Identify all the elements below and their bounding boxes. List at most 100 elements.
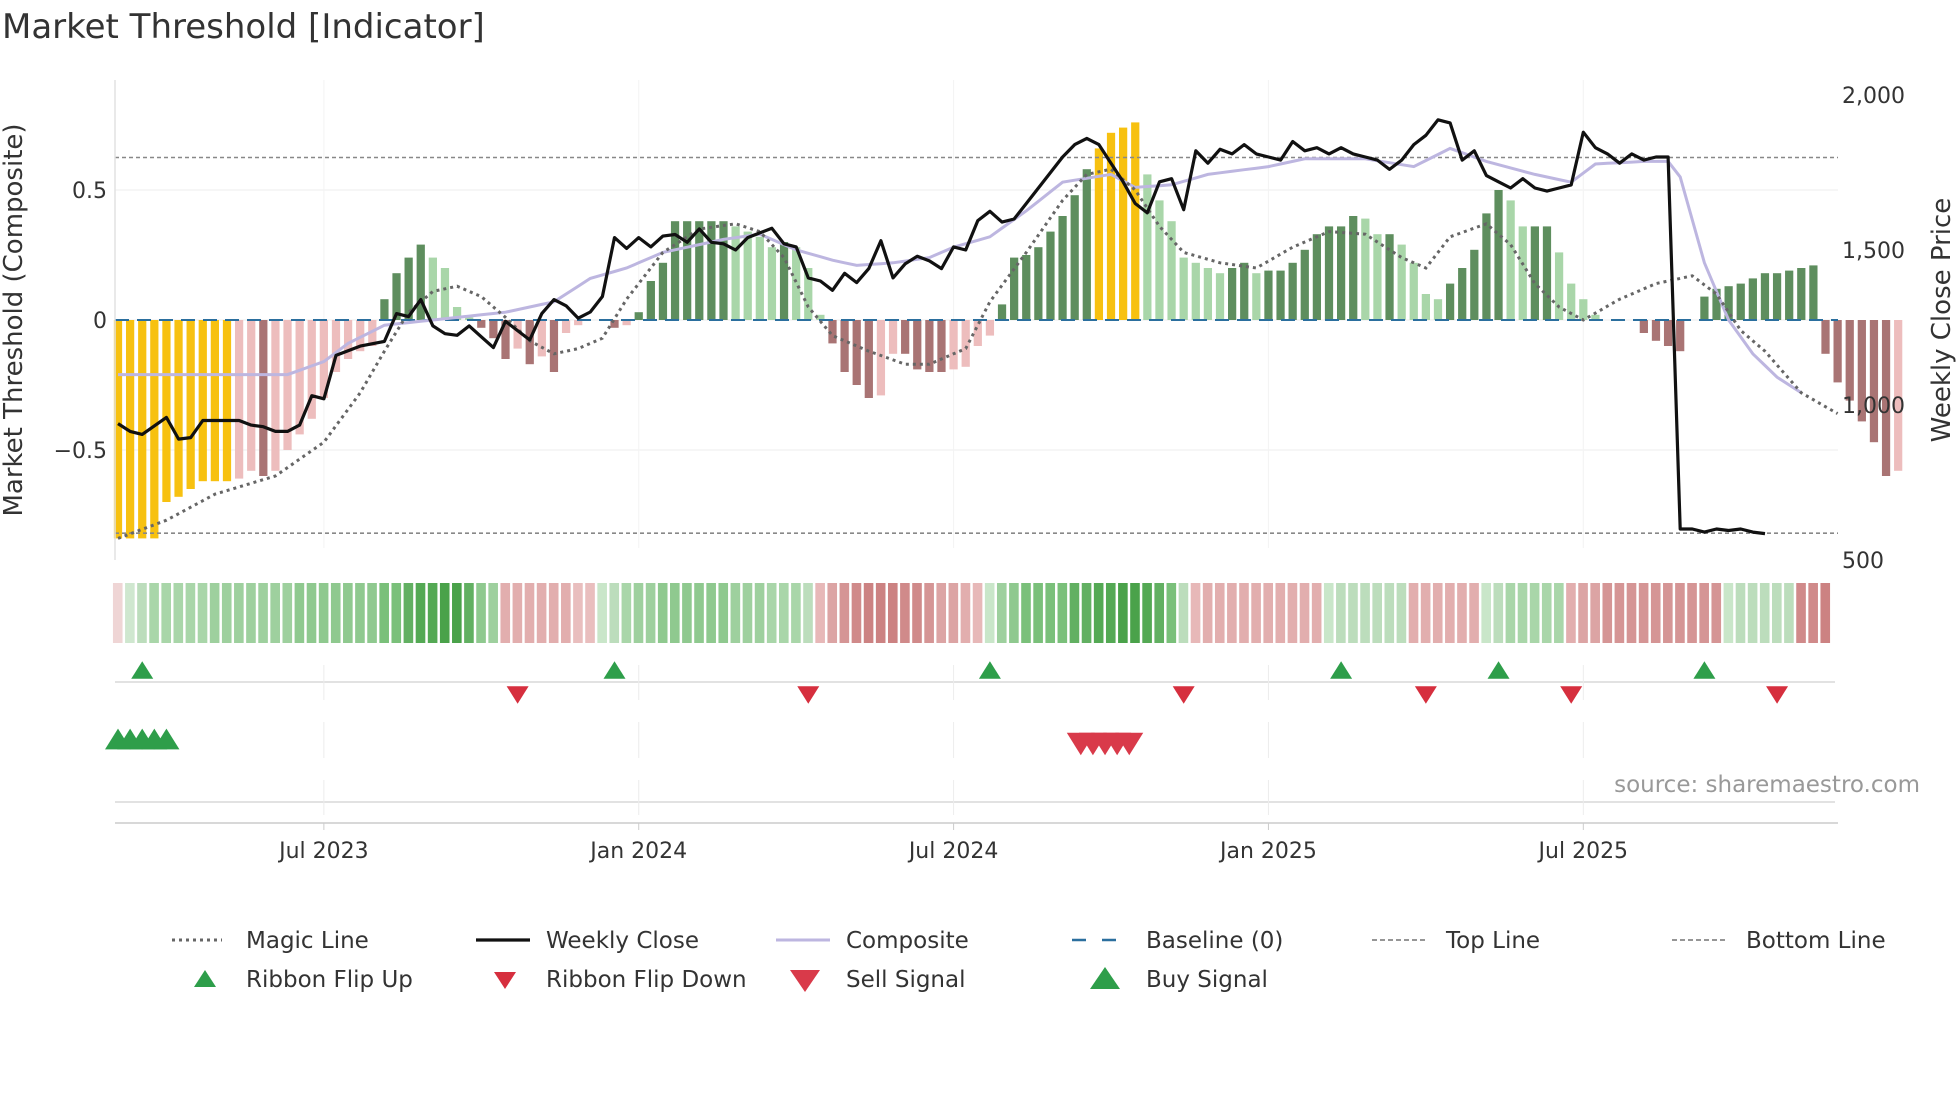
ribbon-cell (960, 583, 971, 643)
ribbon-cell (1251, 583, 1261, 643)
ribbon-flip-up-marker (131, 661, 154, 679)
histogram-bar (452, 307, 462, 320)
histogram-bar (1143, 174, 1152, 320)
histogram-bar (1094, 148, 1104, 320)
ribbon-cell (1772, 583, 1782, 643)
ribbon-cell (173, 583, 184, 643)
ribbon-cell (1650, 583, 1661, 643)
histogram-bar (138, 320, 147, 539)
histogram-bar (1676, 320, 1685, 352)
histogram-bar (683, 221, 692, 320)
ribbon-cell (851, 583, 862, 643)
x-tick-label: Jan 2024 (588, 839, 687, 864)
histogram-bar (416, 244, 425, 320)
ribbon-cell (512, 583, 523, 643)
legend: Magic Line Weekly Close Composite Baseline … (172, 928, 1886, 993)
histogram-bar (1833, 320, 1842, 383)
composite-line (118, 146, 1803, 395)
histogram-bar (222, 320, 232, 482)
ribbon-cell (1505, 583, 1516, 643)
ribbon-cell (778, 583, 789, 643)
histogram-bar (380, 299, 389, 320)
histogram-bar (1203, 268, 1213, 320)
histogram-bar (1894, 320, 1903, 471)
ribbon-cell (1796, 583, 1806, 643)
legend-label: Baseline (0) (1146, 928, 1283, 954)
legend-item: Ribbon Flip Up (194, 967, 413, 993)
ribbon-cell (1566, 583, 1576, 643)
ribbon-cell (318, 583, 329, 643)
ribbon-cell (948, 583, 959, 643)
histogram-bar (1639, 320, 1648, 333)
ribbon-cell (1808, 583, 1818, 643)
histogram-bar (489, 320, 498, 339)
legend-item: Magic Line (172, 928, 369, 954)
histogram-bar (561, 320, 571, 333)
histogram-bar (1567, 283, 1576, 320)
histogram-bar (634, 312, 643, 320)
ribbon-cell (1469, 583, 1479, 643)
ribbon-cell (633, 583, 644, 643)
left-tick-label: 0 (93, 309, 107, 334)
signal-markers (105, 661, 1835, 815)
histogram-bar (1869, 320, 1879, 443)
histogram-bar (1300, 249, 1309, 320)
ribbon-cell (887, 583, 898, 643)
legend-item: Composite (776, 928, 969, 954)
ribbon-cell (258, 583, 268, 643)
legend-label: Magic Line (246, 928, 369, 954)
histogram-bar (1651, 320, 1661, 341)
histogram-bar (1809, 265, 1818, 320)
x-tick-label: Jul 2025 (1537, 839, 1629, 864)
histogram-bar (707, 221, 716, 320)
histogram-bar (1022, 255, 1031, 320)
histogram-bar (1845, 320, 1854, 401)
legend-symbol (194, 970, 216, 987)
reference-lines (115, 156, 1838, 535)
legend-symbol (1090, 967, 1120, 989)
ribbon-cell (125, 583, 135, 643)
histogram-bar (247, 320, 256, 471)
histogram-bar (1119, 127, 1128, 320)
histogram-bar (622, 320, 631, 326)
histogram-bar (295, 320, 304, 435)
histogram-bar (1324, 226, 1334, 320)
histogram-bar (852, 320, 861, 385)
ribbon-cell (1820, 583, 1831, 643)
ribbon-cell (1711, 583, 1722, 643)
histogram-bar (888, 320, 898, 354)
histogram-bar (755, 236, 764, 320)
ribbon-cell (863, 583, 874, 643)
ribbon-flip-up-marker (978, 661, 1001, 679)
histogram-bar (828, 320, 837, 344)
ribbon-cell (706, 583, 716, 643)
ribbon-cell (1033, 583, 1043, 643)
right-tick-label: 2,000 (1842, 84, 1905, 109)
histogram-bar (1058, 216, 1067, 320)
ribbon-cell (1735, 583, 1746, 643)
ribbon-cell (1687, 583, 1697, 643)
histogram-bar (1191, 262, 1200, 320)
histogram-bar (1409, 262, 1418, 320)
ribbon-cell (694, 583, 704, 643)
ribbon-cell (548, 583, 559, 643)
buy-signal-marker (153, 728, 180, 750)
ribbon-cell (912, 583, 922, 643)
histogram-bar (1458, 268, 1467, 320)
ribbon-cell (1626, 583, 1637, 643)
ribbon-cell (488, 583, 498, 643)
histogram-bar (356, 320, 365, 352)
ribbon-cell (415, 583, 426, 643)
ribbon-cell (294, 583, 305, 643)
histogram-bar (428, 257, 437, 320)
ribbon-cell (1045, 583, 1056, 643)
histogram-bar (1240, 262, 1249, 320)
histogram-bar (1288, 262, 1297, 320)
ribbon-cell (1178, 583, 1189, 643)
ribbon-cell (137, 583, 147, 643)
histogram-bar (1106, 132, 1116, 320)
histogram-bar (1857, 320, 1866, 422)
histogram-bar (1470, 249, 1479, 320)
ribbon-cell (330, 583, 341, 643)
histogram-bar (1530, 226, 1539, 320)
